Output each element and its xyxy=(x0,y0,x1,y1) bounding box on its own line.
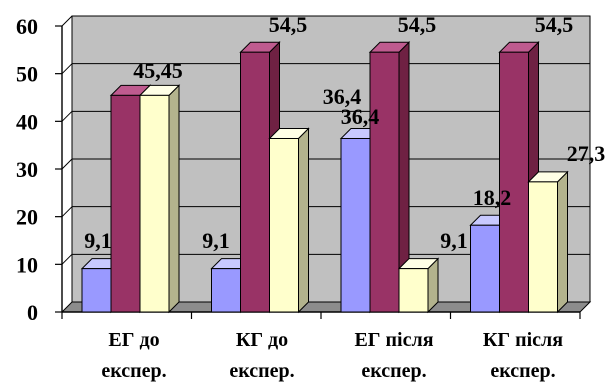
bar-side-series-3 xyxy=(168,84,180,314)
data-label: 36,4 xyxy=(323,84,362,109)
gridline-side xyxy=(61,15,73,27)
category-label-1: КГ до xyxy=(236,329,288,351)
bar-series-1 xyxy=(470,224,500,313)
category-label-2: експер. xyxy=(361,360,426,382)
gridline-side xyxy=(61,158,73,170)
category-label-1: ЕГ після xyxy=(354,329,433,351)
y-tick-label: 0 xyxy=(27,300,38,325)
data-label: 9,1 xyxy=(440,228,468,253)
y-tick-label: 40 xyxy=(16,109,38,134)
bar-series-2 xyxy=(369,51,400,313)
gridline-side xyxy=(61,110,73,122)
y-tick-label: 60 xyxy=(16,14,38,39)
category-label-1: ЕГ до xyxy=(108,329,159,351)
bar-series-1 xyxy=(211,268,241,313)
category-label-2: експер. xyxy=(229,360,294,382)
data-label: 54,5 xyxy=(535,12,574,37)
gridline-side xyxy=(61,253,73,265)
category-label-2: експер. xyxy=(101,360,166,382)
category-label-2: експер. xyxy=(490,360,555,382)
y-tick-label: 10 xyxy=(16,252,38,277)
y-tick-label: 50 xyxy=(16,62,38,87)
y-tick-label: 20 xyxy=(16,205,38,230)
data-label: 36,4 xyxy=(341,104,380,129)
category-label-1: КГ після xyxy=(483,329,563,351)
data-label: 9,1 xyxy=(84,228,112,253)
bar-series-3 xyxy=(269,137,299,313)
gridline-side xyxy=(61,63,73,75)
bar-series-2 xyxy=(240,51,270,313)
bar-series-3 xyxy=(139,94,170,313)
bar-series-3 xyxy=(528,181,558,313)
data-label: 18,2 xyxy=(473,185,512,210)
bar-series-3 xyxy=(398,268,429,313)
y-tick-label: 30 xyxy=(16,157,38,182)
bar-series-2 xyxy=(110,94,141,313)
data-label: 54,5 xyxy=(398,12,437,37)
bar-side-series-3 xyxy=(557,170,568,314)
data-label: 54,5 xyxy=(269,12,308,37)
data-label: 27,3 xyxy=(567,141,606,166)
bar-series-1 xyxy=(340,137,371,313)
gridline-side xyxy=(61,206,73,218)
data-label: 45,45 xyxy=(133,58,183,83)
bar-series-2 xyxy=(499,51,529,313)
data-label: 9,1 xyxy=(202,228,230,253)
bar-series-1 xyxy=(81,268,112,313)
bar-side-series-3 xyxy=(298,127,309,314)
